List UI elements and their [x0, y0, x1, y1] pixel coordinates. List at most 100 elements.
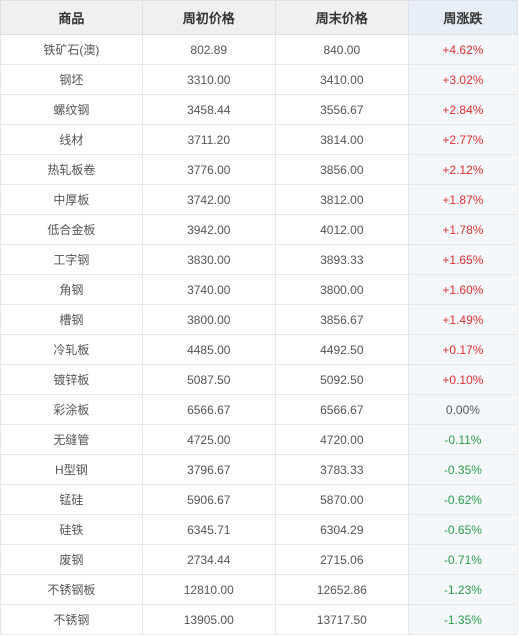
- cell-end-price: 3812.00: [275, 185, 408, 215]
- cell-start-price: 12810.00: [142, 575, 275, 605]
- cell-start-price: 3776.00: [142, 155, 275, 185]
- cell-start-price: 4725.00: [142, 425, 275, 455]
- cell-start-price: 3458.44: [142, 95, 275, 125]
- cell-start-price: 4485.00: [142, 335, 275, 365]
- table-row: 线材3711.203814.00+2.77%: [1, 125, 518, 155]
- cell-start-price: 3942.00: [142, 215, 275, 245]
- col-start-price: 周初价格: [142, 1, 275, 35]
- cell-product: 锰硅: [1, 485, 143, 515]
- cell-change: +2.84%: [408, 95, 517, 125]
- table-row: 槽钢3800.003856.67+1.49%: [1, 305, 518, 335]
- cell-end-price: 3800.00: [275, 275, 408, 305]
- header-row: 商品 周初价格 周末价格 周涨跌: [1, 1, 518, 35]
- table-row: 无缝管4725.004720.00-0.11%: [1, 425, 518, 455]
- cell-change: +2.77%: [408, 125, 517, 155]
- cell-change: +1.78%: [408, 215, 517, 245]
- cell-product: 热轧板卷: [1, 155, 143, 185]
- cell-start-price: 802.89: [142, 35, 275, 65]
- table-row: 不锈钢13905.0013717.50-1.35%: [1, 605, 518, 635]
- col-product: 商品: [1, 1, 143, 35]
- cell-end-price: 3556.67: [275, 95, 408, 125]
- table-row: 镀锌板5087.505092.50+0.10%: [1, 365, 518, 395]
- col-change: 周涨跌: [408, 1, 517, 35]
- table-body: 铁矿石(澳)802.89840.00+4.62%钢坯3310.003410.00…: [1, 35, 518, 635]
- col-end-price: 周末价格: [275, 1, 408, 35]
- cell-change: +4.62%: [408, 35, 517, 65]
- cell-end-price: 4720.00: [275, 425, 408, 455]
- cell-start-price: 3711.20: [142, 125, 275, 155]
- cell-start-price: 13905.00: [142, 605, 275, 635]
- cell-change: +1.87%: [408, 185, 517, 215]
- cell-change: -0.71%: [408, 545, 517, 575]
- cell-product: 低合金板: [1, 215, 143, 245]
- cell-end-price: 4012.00: [275, 215, 408, 245]
- cell-change: -0.62%: [408, 485, 517, 515]
- cell-product: 彩涂板: [1, 395, 143, 425]
- cell-start-price: 3800.00: [142, 305, 275, 335]
- cell-end-price: 3856.67: [275, 305, 408, 335]
- cell-product: 槽钢: [1, 305, 143, 335]
- table-row: 冷轧板4485.004492.50+0.17%: [1, 335, 518, 365]
- cell-end-price: 3814.00: [275, 125, 408, 155]
- cell-end-price: 12652.86: [275, 575, 408, 605]
- cell-end-price: 4492.50: [275, 335, 408, 365]
- cell-change: +2.12%: [408, 155, 517, 185]
- cell-product: 钢坯: [1, 65, 143, 95]
- price-table: 商品 周初价格 周末价格 周涨跌 铁矿石(澳)802.89840.00+4.62…: [0, 0, 518, 635]
- table-row: 角钢3740.003800.00+1.60%: [1, 275, 518, 305]
- cell-start-price: 3796.67: [142, 455, 275, 485]
- table-row: 螺纹钢3458.443556.67+2.84%: [1, 95, 518, 125]
- table-row: 热轧板卷3776.003856.00+2.12%: [1, 155, 518, 185]
- table-row: 工字钢3830.003893.33+1.65%: [1, 245, 518, 275]
- cell-product: 镀锌板: [1, 365, 143, 395]
- cell-end-price: 5092.50: [275, 365, 408, 395]
- table-row: 彩涂板6566.676566.670.00%: [1, 395, 518, 425]
- cell-product: 无缝管: [1, 425, 143, 455]
- cell-product: 冷轧板: [1, 335, 143, 365]
- cell-change: -1.35%: [408, 605, 517, 635]
- cell-product: 螺纹钢: [1, 95, 143, 125]
- cell-product: 工字钢: [1, 245, 143, 275]
- cell-product: 不锈钢板: [1, 575, 143, 605]
- cell-start-price: 3740.00: [142, 275, 275, 305]
- table-row: 锰硅5906.675870.00-0.62%: [1, 485, 518, 515]
- cell-change: -0.65%: [408, 515, 517, 545]
- cell-end-price: 2715.06: [275, 545, 408, 575]
- table-row: 低合金板3942.004012.00+1.78%: [1, 215, 518, 245]
- cell-product: 硅铁: [1, 515, 143, 545]
- cell-change: +1.49%: [408, 305, 517, 335]
- cell-change: +1.65%: [408, 245, 517, 275]
- table-row: 铁矿石(澳)802.89840.00+4.62%: [1, 35, 518, 65]
- cell-change: +0.17%: [408, 335, 517, 365]
- cell-change: +0.10%: [408, 365, 517, 395]
- cell-start-price: 3742.00: [142, 185, 275, 215]
- cell-end-price: 3856.00: [275, 155, 408, 185]
- table-row: 不锈钢板12810.0012652.86-1.23%: [1, 575, 518, 605]
- cell-start-price: 3830.00: [142, 245, 275, 275]
- cell-product: 线材: [1, 125, 143, 155]
- cell-change: -1.23%: [408, 575, 517, 605]
- cell-start-price: 6566.67: [142, 395, 275, 425]
- table-row: H型钢3796.673783.33-0.35%: [1, 455, 518, 485]
- cell-start-price: 6345.71: [142, 515, 275, 545]
- cell-product: 铁矿石(澳): [1, 35, 143, 65]
- cell-end-price: 840.00: [275, 35, 408, 65]
- table-row: 中厚板3742.003812.00+1.87%: [1, 185, 518, 215]
- cell-change: -0.35%: [408, 455, 517, 485]
- cell-product: H型钢: [1, 455, 143, 485]
- cell-start-price: 5906.67: [142, 485, 275, 515]
- cell-product: 角钢: [1, 275, 143, 305]
- cell-end-price: 6304.29: [275, 515, 408, 545]
- cell-end-price: 13717.50: [275, 605, 408, 635]
- table-row: 钢坯3310.003410.00+3.02%: [1, 65, 518, 95]
- cell-end-price: 3410.00: [275, 65, 408, 95]
- cell-change: +3.02%: [408, 65, 517, 95]
- cell-change: +1.60%: [408, 275, 517, 305]
- table-row: 废钢2734.442715.06-0.71%: [1, 545, 518, 575]
- cell-end-price: 6566.67: [275, 395, 408, 425]
- cell-end-price: 3893.33: [275, 245, 408, 275]
- cell-change: -0.11%: [408, 425, 517, 455]
- cell-product: 废钢: [1, 545, 143, 575]
- cell-product: 中厚板: [1, 185, 143, 215]
- cell-end-price: 3783.33: [275, 455, 408, 485]
